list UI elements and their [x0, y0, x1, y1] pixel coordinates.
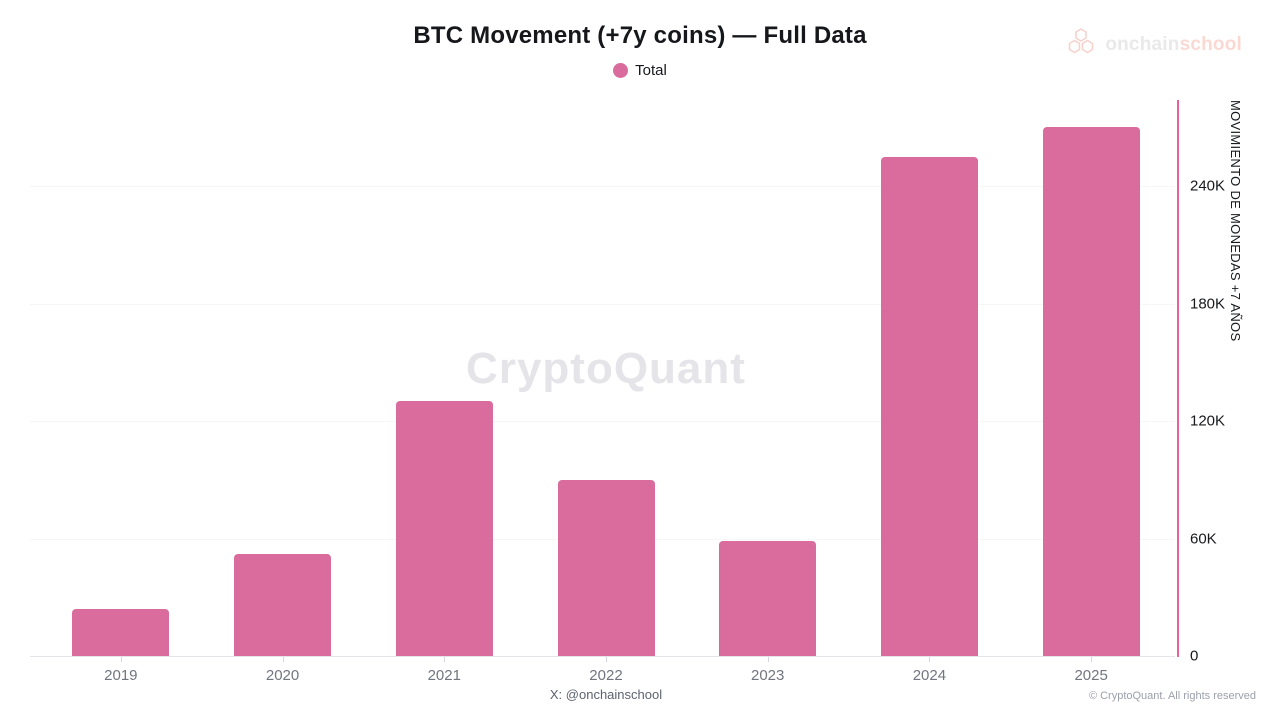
y-tick-label-240K: 240K — [1190, 177, 1226, 195]
bar-2019[interactable] — [72, 609, 170, 656]
chart-title: BTC Movement (+7y coins) — Full Data — [413, 22, 867, 49]
gridline-240K — [30, 186, 1175, 188]
x-label-2025: 2025 — [1074, 667, 1108, 684]
x-tick-2020 — [282, 657, 284, 662]
x-tick-2025 — [1091, 657, 1093, 662]
footer-copyright: © CryptoQuant. All rights reserved — [1088, 690, 1256, 702]
y-tick-label-60K: 60K — [1190, 530, 1217, 548]
gridline-120K — [30, 421, 1175, 423]
y-tick-label-180K: 180K — [1190, 295, 1226, 313]
legend-total-dot-icon — [613, 63, 629, 78]
y-tick-label-120K: 120K — [1190, 412, 1226, 430]
onchainschool-logo: onchainschool — [1065, 26, 1242, 63]
bar-2024[interactable] — [880, 156, 978, 656]
y-axis-line — [1177, 100, 1179, 657]
bar-2023[interactable] — [719, 541, 817, 656]
x-tick-2021 — [444, 657, 446, 662]
legend[interactable]: Total — [0, 62, 1280, 79]
x-label-2022: 2022 — [589, 667, 623, 684]
onchainschool-hex-cluster-icon — [1065, 26, 1097, 63]
x-label-2021: 2021 — [427, 667, 461, 684]
x-label-2023: 2023 — [751, 667, 785, 684]
legend-total-label: Total — [635, 62, 667, 79]
bar-2021[interactable] — [395, 401, 493, 656]
bar-2020[interactable] — [234, 554, 332, 656]
gridline-180K — [30, 303, 1175, 305]
x-axis-line — [30, 656, 1175, 657]
footer-caption: X: @onchainschool — [549, 687, 663, 702]
x-tick-2024 — [929, 657, 931, 662]
bar-2025[interactable] — [1042, 127, 1140, 656]
x-tick-2019 — [120, 657, 122, 662]
x-tick-2023 — [767, 657, 769, 662]
x-label-2024: 2024 — [912, 667, 947, 684]
y-axis-title: MOVIMIENTO DE MONEDAS +7 AÑOS — [1228, 100, 1243, 342]
x-label-2020: 2020 — [265, 667, 300, 684]
onchainschool-logo-text: onchainschool — [1105, 33, 1242, 55]
y-tick-label-0: 0 — [1190, 647, 1199, 665]
x-tick-2022 — [606, 657, 607, 662]
bar-2022[interactable] — [557, 479, 655, 656]
x-label-2019: 2019 — [104, 667, 138, 684]
